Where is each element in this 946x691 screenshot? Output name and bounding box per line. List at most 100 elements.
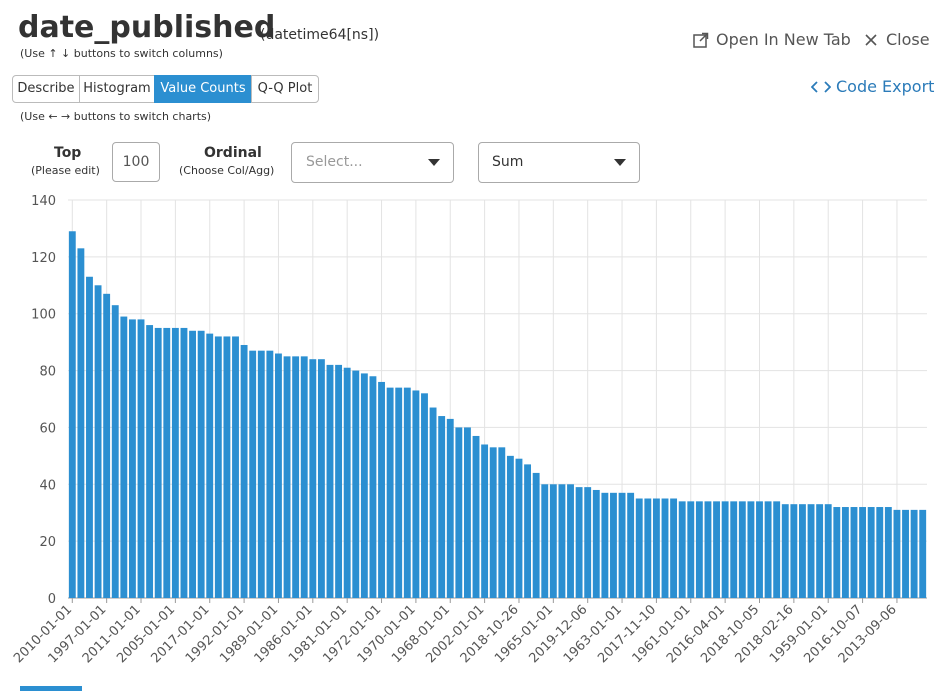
- bar: [670, 498, 678, 598]
- bar: [352, 370, 360, 598]
- tab[interactable]: Q-Q Plot: [251, 75, 319, 103]
- close[interactable]: Close: [886, 30, 930, 49]
- bar: [627, 492, 635, 598]
- caret: [428, 159, 440, 166]
- bar: [773, 501, 781, 598]
- top-hint: (Please edit): [31, 164, 100, 177]
- bar: [154, 327, 162, 598]
- agg-value: Sum: [492, 154, 524, 170]
- bar: [610, 492, 617, 598]
- placeholder: Select...: [306, 154, 363, 170]
- bar: [481, 444, 489, 598]
- dtype: (datetime64[ns]): [260, 27, 380, 43]
- bar: [859, 507, 867, 598]
- bar: [592, 489, 600, 598]
- bar: [601, 492, 609, 598]
- bar: [266, 350, 274, 598]
- y-tick-label: 140: [31, 194, 56, 209]
- bar: [833, 507, 841, 598]
- bar: [841, 507, 849, 598]
- tab-hint: (Use ← → buttons to switch charts): [20, 110, 212, 123]
- bar: [764, 501, 772, 598]
- y-tick-label: 100: [31, 308, 56, 323]
- bar: [506, 455, 514, 598]
- bar: [515, 458, 523, 598]
- bar: [558, 484, 566, 598]
- bar: [455, 427, 463, 598]
- bar: [249, 350, 257, 598]
- bar: [489, 447, 497, 598]
- bar: [756, 501, 763, 598]
- bar: [902, 509, 909, 598]
- ordinal-label: Ordinal: [204, 145, 262, 161]
- bar: [257, 350, 265, 598]
- open-new-tab[interactable]: Open In New Tab: [716, 30, 851, 49]
- bar: [163, 327, 171, 598]
- y-tick-label: 120: [31, 251, 56, 266]
- bar: [687, 501, 695, 598]
- code-icon: [811, 81, 831, 93]
- bar: [893, 509, 901, 598]
- bar: [713, 501, 720, 598]
- bar: [128, 319, 136, 598]
- y-tick-label: 60: [39, 421, 56, 436]
- bar: [283, 356, 291, 598]
- bar: [876, 507, 884, 598]
- bar: [635, 498, 643, 598]
- bar: [421, 393, 428, 598]
- bar: [171, 327, 179, 598]
- bar: [816, 504, 824, 598]
- y-tick-label: 20: [39, 535, 56, 550]
- bar: [678, 501, 686, 598]
- bar: [799, 504, 806, 598]
- bar: [180, 327, 188, 598]
- bar: [300, 356, 308, 598]
- bar: [738, 501, 746, 598]
- ordinal-select[interactable]: Select...: [291, 142, 454, 183]
- bar: [721, 501, 729, 598]
- tab[interactable]: Describe: [12, 75, 80, 103]
- bar: [189, 330, 196, 598]
- bar: [292, 356, 300, 598]
- bar: [781, 504, 789, 598]
- bar: [137, 319, 145, 598]
- bar: [214, 336, 222, 598]
- bar: [524, 464, 532, 598]
- bar: [395, 387, 403, 598]
- bar: [575, 487, 583, 598]
- bar: [94, 285, 102, 598]
- bar: [77, 248, 85, 599]
- column-hint: (Use ↑ ↓ buttons to switch columns): [20, 47, 223, 60]
- bar: [850, 507, 858, 598]
- agg-select[interactable]: Sum: [478, 142, 640, 183]
- bar: [378, 381, 385, 598]
- bar: [386, 387, 394, 598]
- bar: [549, 484, 557, 598]
- bar: [695, 501, 703, 598]
- bar: [438, 416, 446, 598]
- code-export[interactable]: Code Export: [836, 77, 935, 96]
- bar: [661, 498, 669, 598]
- bar: [463, 427, 471, 598]
- bar: [369, 376, 377, 598]
- bar: [232, 336, 239, 598]
- column-title: date_published: [18, 10, 276, 45]
- y-tick-label: 80: [39, 365, 56, 380]
- ordinal-hint: (Choose Col/Agg): [179, 164, 275, 177]
- bar: [704, 501, 712, 598]
- bar: [403, 387, 411, 598]
- y-tick-label: 0: [48, 592, 56, 607]
- bar: [584, 487, 592, 598]
- bar: [790, 504, 798, 598]
- bar: [541, 484, 549, 598]
- top-input[interactable]: 100: [112, 142, 160, 182]
- bar: [747, 501, 755, 598]
- y-tick-label: 40: [39, 478, 56, 493]
- bottom-tab: [20, 686, 82, 691]
- bar: [275, 353, 282, 598]
- bar: [111, 305, 119, 598]
- bar: [807, 504, 815, 598]
- bar: [197, 330, 205, 598]
